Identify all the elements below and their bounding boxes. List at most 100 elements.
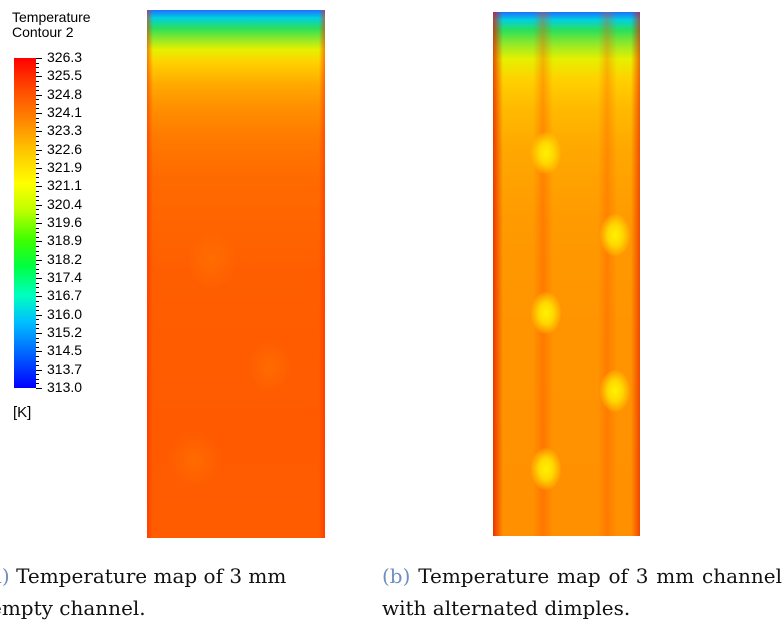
colorbar-tick bbox=[36, 296, 42, 298]
colorbar-tick bbox=[36, 268, 39, 270]
colorbar-tick bbox=[36, 374, 39, 376]
colorbar-label: 318.2 bbox=[47, 250, 83, 267]
colorbar-tick bbox=[36, 250, 39, 252]
colorbar-tick bbox=[36, 186, 42, 188]
colorbar-tick bbox=[36, 99, 39, 101]
colorbar-tick bbox=[36, 149, 42, 151]
dimple-hotspot bbox=[531, 132, 561, 174]
colorbar-tick bbox=[36, 195, 39, 197]
temperature-map-dimpled-channel bbox=[493, 12, 640, 536]
colorbar-tick bbox=[36, 113, 42, 114]
caption-a: a) Temperature map of 3 mm empty channel… bbox=[0, 560, 352, 624]
colorbar-tick bbox=[36, 355, 39, 357]
colorbar-label: 323.3 bbox=[47, 122, 83, 139]
colorbar-tick bbox=[36, 58, 42, 59]
unit-label: [K] bbox=[13, 404, 32, 421]
colorbar-tick bbox=[36, 62, 39, 64]
colorbar-tick bbox=[36, 209, 39, 211]
colorbar-tick bbox=[36, 282, 39, 284]
colorbar-tick bbox=[36, 300, 39, 302]
colorbar-tick bbox=[36, 213, 39, 215]
colorbar-label: 324.1 bbox=[47, 104, 83, 120]
colorbar-tick bbox=[36, 323, 39, 325]
colorbar-tick bbox=[36, 103, 39, 105]
colorbar-label: 314.5 bbox=[47, 342, 83, 359]
colorbar-label: 326.3 bbox=[47, 49, 83, 65]
colorbar-label: 325.5 bbox=[47, 67, 83, 84]
colorbar-tick bbox=[36, 328, 39, 330]
colorbar-tick bbox=[36, 365, 39, 367]
colorbar-label: 320.4 bbox=[47, 195, 83, 212]
colorbar-tick bbox=[36, 351, 42, 353]
colorbar-ticks bbox=[36, 58, 46, 389]
colorbar-label: 316.7 bbox=[47, 287, 83, 304]
colorbar-label: 313.0 bbox=[47, 379, 83, 395]
dimple-hotspot bbox=[600, 370, 630, 412]
colorbar-tick bbox=[36, 291, 39, 293]
colorbar-label: 322.6 bbox=[47, 140, 83, 157]
colorbar-tick bbox=[36, 172, 39, 174]
colorbar-tick bbox=[36, 319, 39, 321]
colorbar-tick bbox=[36, 126, 39, 128]
legend-title: Temperature Contour 2 bbox=[12, 9, 91, 40]
colorbar-tick bbox=[36, 383, 39, 385]
dimple-hotspot bbox=[531, 448, 561, 490]
colorbar-tick bbox=[36, 310, 39, 312]
warm-patch bbox=[187, 230, 237, 290]
colorbar-tick bbox=[36, 204, 42, 206]
colorbar-tick bbox=[36, 67, 39, 69]
colorbar-tick bbox=[36, 190, 39, 192]
caption-b: (b) Temperature map of 3 mm channel with… bbox=[382, 560, 782, 624]
colorbar-label: 321.1 bbox=[47, 177, 83, 194]
warm-patch bbox=[247, 340, 292, 395]
colorbar-tick bbox=[36, 135, 39, 137]
colorbar-tick bbox=[36, 236, 39, 238]
caption-a-number: a) bbox=[0, 564, 10, 588]
dimple-hotspot bbox=[531, 292, 561, 334]
colorbar-label: 318.9 bbox=[47, 232, 83, 249]
colorbar-tick bbox=[36, 71, 39, 73]
colorbar-tick bbox=[36, 145, 39, 147]
caption-b-text: Temperature map of 3 mm channel with alt… bbox=[382, 564, 782, 620]
colorbar-tick bbox=[36, 76, 42, 78]
temperature-map-empty-channel bbox=[147, 10, 325, 538]
colorbar-tick bbox=[36, 80, 39, 82]
colorbar-tick bbox=[36, 314, 42, 316]
colorbar-tick bbox=[36, 388, 42, 389]
colorbar-tick bbox=[36, 154, 39, 156]
colorbar-tick bbox=[36, 255, 39, 257]
colorbar-tick bbox=[36, 90, 39, 92]
colorbar bbox=[14, 58, 36, 388]
colorbar-tick bbox=[36, 168, 42, 169]
colorbar-label: 313.7 bbox=[47, 360, 83, 377]
colorbar-tick bbox=[36, 223, 42, 224]
colorbar-tick bbox=[36, 264, 39, 266]
colorbar-label: 317.4 bbox=[47, 269, 83, 285]
colorbar-label: 316.0 bbox=[47, 305, 83, 322]
colorbar-tick bbox=[36, 163, 39, 165]
colorbar-tick bbox=[36, 218, 39, 220]
colorbar-tick bbox=[36, 305, 39, 307]
colorbar-tick bbox=[36, 232, 39, 234]
colorbar-tick bbox=[36, 278, 42, 279]
colorbar-label: 321.9 bbox=[47, 159, 83, 175]
colorbar-tick bbox=[36, 287, 39, 289]
colorbar-tick bbox=[36, 333, 42, 334]
colorbar-tick bbox=[36, 94, 42, 96]
colorbar-tick bbox=[36, 360, 39, 362]
colorbar-tick bbox=[36, 227, 39, 229]
caption-b-number: (b) bbox=[382, 564, 411, 588]
colorbar-tick bbox=[36, 181, 39, 183]
temperature-field bbox=[493, 12, 640, 536]
colorbar-tick bbox=[36, 378, 39, 380]
caption-a-text: Temperature map of 3 mm empty channel. bbox=[0, 564, 287, 620]
colorbar-tick bbox=[36, 108, 39, 110]
colorbar-tick bbox=[36, 158, 39, 160]
colorbar-tick bbox=[36, 259, 42, 261]
colorbar-tick bbox=[36, 140, 39, 142]
colorbar-tick bbox=[36, 131, 42, 133]
colorbar-tick bbox=[36, 241, 42, 243]
colorbar-tick bbox=[36, 273, 39, 275]
colorbar-tick bbox=[36, 200, 39, 202]
colorbar-tick bbox=[36, 122, 39, 124]
